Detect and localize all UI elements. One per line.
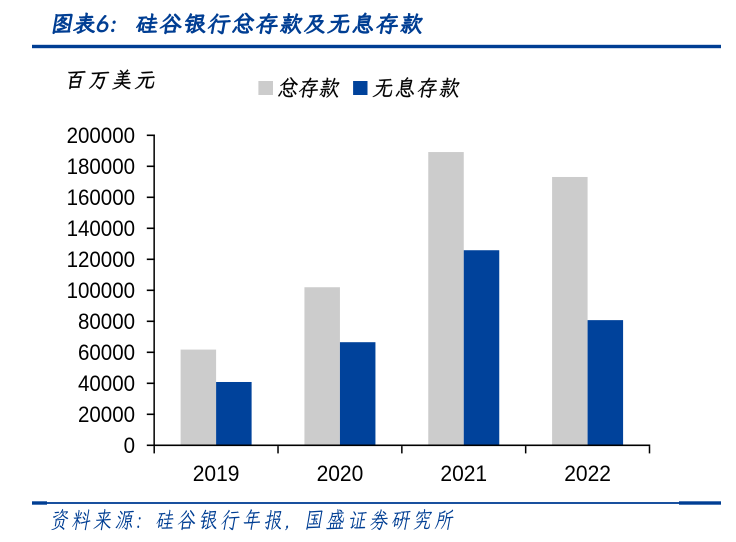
- svg-text:60000: 60000: [78, 340, 135, 365]
- svg-text:160000: 160000: [67, 185, 135, 210]
- svg-text:40000: 40000: [78, 371, 135, 396]
- svg-text:180000: 180000: [67, 154, 135, 179]
- svg-text:2021: 2021: [440, 460, 487, 486]
- svg-text:80000: 80000: [78, 309, 135, 334]
- svg-text:200000: 200000: [67, 123, 135, 148]
- svg-text:2019: 2019: [193, 460, 240, 486]
- svg-text:20000: 20000: [78, 402, 135, 427]
- svg-text:0: 0: [124, 433, 136, 458]
- svg-text:100000: 100000: [67, 278, 135, 303]
- svg-text:120000: 120000: [67, 247, 135, 272]
- svg-text:2022: 2022: [564, 460, 611, 486]
- svg-text:140000: 140000: [67, 216, 135, 241]
- svg-text:2020: 2020: [317, 460, 364, 486]
